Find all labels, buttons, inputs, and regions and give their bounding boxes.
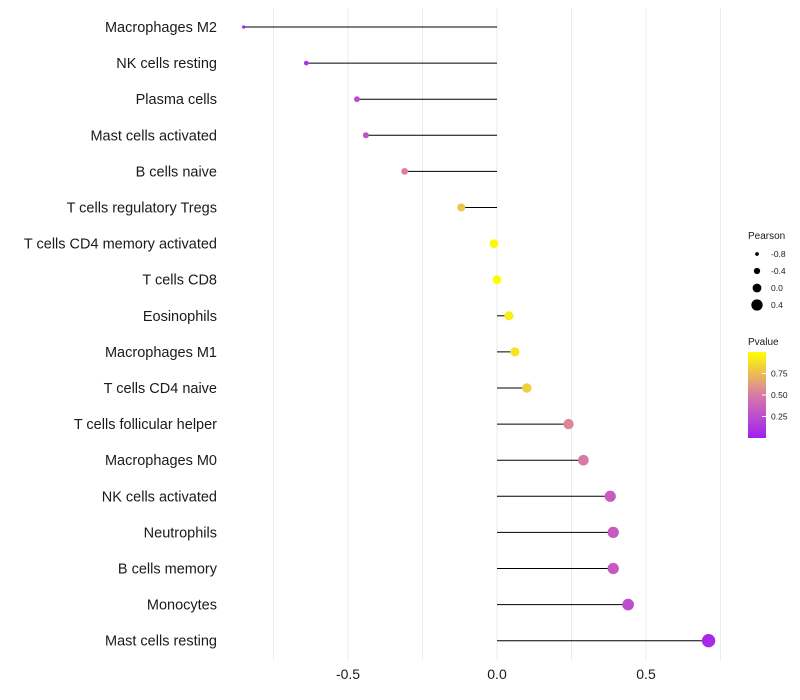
point-mast-cells-activated (362, 132, 369, 139)
point-monocytes (622, 598, 634, 611)
point-t-cells-follicular-helper (563, 418, 574, 430)
color-legend-label: 0.50 (771, 390, 788, 400)
category-label-t-cells-cd4-naive: T cells CD4 naive (104, 381, 217, 397)
point-eosinophils (504, 311, 514, 321)
category-label-plasma-cells: Plasma cells (136, 92, 217, 108)
point-neutrophils (607, 526, 619, 539)
point-t-cells-regulatory-tregs (457, 203, 466, 212)
color-legend-bar (748, 352, 766, 438)
x-tick-label: 0.5 (636, 666, 656, 682)
category-label-t-cells-cd4-memory-activated: T cells CD4 memory activated (24, 237, 217, 253)
category-label-t-cells-regulatory-tregs: T cells regulatory Tregs (67, 201, 217, 217)
size-legend-dot (755, 252, 759, 256)
stem-layer (243, 26, 709, 642)
size-legend-label: -0.8 (771, 249, 786, 259)
category-label-nk-cells-resting: NK cells resting (116, 56, 217, 72)
size-legend-dot (751, 299, 763, 311)
size-legend-dot (753, 267, 761, 275)
point-plasma-cells (354, 96, 360, 103)
category-labels: Macrophages M2 NK cells resting Plasma cel… (24, 20, 218, 650)
grid-layer (273, 8, 721, 660)
category-label-eosinophils: Eosinophils (143, 309, 217, 325)
category-label-macrophages-m2: Macrophages M2 (105, 20, 217, 36)
point-macrophages-m0 (578, 454, 589, 466)
x-tick-label: 0.0 (487, 666, 507, 682)
point-b-cells-memory (607, 562, 619, 575)
category-label-t-cells-follicular-helper: T cells follicular helper (74, 417, 217, 433)
category-label-b-cells-naive: B cells naive (136, 164, 217, 180)
color-legend-label: 0.25 (771, 412, 788, 422)
size-legend-title: Pearson (748, 231, 785, 242)
point-b-cells-naive (401, 167, 409, 175)
category-label-nk-cells-activated: NK cells activated (102, 489, 217, 505)
category-label-neutrophils: Neutrophils (144, 525, 217, 541)
color-legend-label: 0.75 (771, 369, 788, 379)
size-legend-label: -0.4 (771, 266, 786, 276)
point-t-cells-cd8 (492, 275, 502, 285)
size-legend-label: 0.0 (771, 283, 783, 293)
point-t-cells-cd4-naive (522, 383, 532, 393)
point-mast-cells-resting (701, 634, 716, 648)
category-label-b-cells-memory: B cells memory (118, 562, 218, 578)
category-label-mast-cells-resting: Mast cells resting (105, 634, 217, 650)
dot-layer (242, 25, 716, 648)
point-macrophages-m1 (510, 347, 520, 357)
color-legend-title: Pvalue (748, 337, 779, 348)
size-legend-label: 0.4 (771, 300, 783, 310)
category-label-macrophages-m0: Macrophages M0 (105, 453, 217, 469)
color-legend: Pvalue 0.75 0.50 0.25 (748, 337, 788, 438)
category-label-t-cells-cd8: T cells CD8 (142, 273, 217, 289)
x-axis-ticks: -0.5 0.0 0.5 (336, 666, 656, 682)
category-label-monocytes: Monocytes (147, 598, 217, 614)
point-t-cells-cd4-memory-activated (489, 239, 499, 248)
point-macrophages-m2 (242, 25, 246, 29)
category-label-mast-cells-activated: Mast cells activated (90, 128, 217, 144)
category-label-macrophages-m1: Macrophages M1 (105, 345, 217, 361)
x-tick-label: -0.5 (336, 666, 360, 682)
size-legend-dot (752, 283, 762, 293)
point-nk-cells-activated (604, 490, 616, 502)
point-nk-cells-resting (303, 60, 309, 66)
size-legend: Pearson -0.8 -0.4 0.0 0.4 (748, 231, 786, 311)
